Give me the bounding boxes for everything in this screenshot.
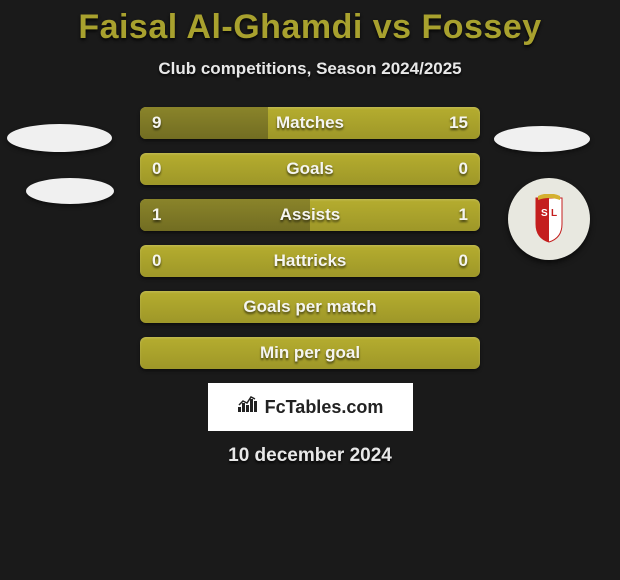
stat-bar-min-per-goal: Min per goal bbox=[140, 337, 480, 369]
stat-bar-hattricks: 0 Hattricks 0 bbox=[140, 245, 480, 277]
player-left-placeholder-2 bbox=[26, 178, 114, 204]
stat-label: Min per goal bbox=[260, 343, 360, 363]
stat-bar-matches: 9 Matches 15 bbox=[140, 107, 480, 139]
player-left-placeholder-1 bbox=[7, 124, 112, 152]
attribution-badge: FcTables.com bbox=[208, 383, 413, 431]
stat-label: Hattricks bbox=[274, 251, 347, 271]
stat-label: Goals bbox=[286, 159, 333, 179]
svg-text:L: L bbox=[551, 208, 557, 219]
stat-label: Matches bbox=[276, 113, 344, 133]
shield-icon: S L bbox=[530, 194, 568, 244]
stat-value-right: 0 bbox=[459, 251, 468, 271]
comparison-subtitle: Club competitions, Season 2024/2025 bbox=[0, 59, 620, 79]
stat-bar-goals-per-match: Goals per match bbox=[140, 291, 480, 323]
stats-container: 9 Matches 15 0 Goals 0 1 Assists 1 0 Hat… bbox=[140, 107, 480, 369]
comparison-title: Faisal Al-Ghamdi vs Fossey bbox=[0, 0, 620, 47]
chart-icon bbox=[237, 395, 259, 419]
attribution-text: FcTables.com bbox=[265, 397, 384, 418]
stat-value-left: 0 bbox=[152, 159, 161, 179]
club-badge-right: S L bbox=[508, 178, 590, 260]
stat-label: Goals per match bbox=[243, 297, 376, 317]
player-right-placeholder-1 bbox=[494, 126, 590, 152]
comparison-date: 10 december 2024 bbox=[0, 445, 620, 467]
stat-value-left: 0 bbox=[152, 251, 161, 271]
stat-label: Assists bbox=[280, 205, 340, 225]
stat-value-right: 1 bbox=[459, 205, 468, 225]
stat-value-right: 15 bbox=[449, 113, 468, 133]
stat-bar-assists: 1 Assists 1 bbox=[140, 199, 480, 231]
stat-value-left: 1 bbox=[152, 205, 161, 225]
stat-bar-goals: 0 Goals 0 bbox=[140, 153, 480, 185]
stat-value-right: 0 bbox=[459, 159, 468, 179]
svg-text:S: S bbox=[541, 208, 548, 219]
stat-value-left: 9 bbox=[152, 113, 161, 133]
